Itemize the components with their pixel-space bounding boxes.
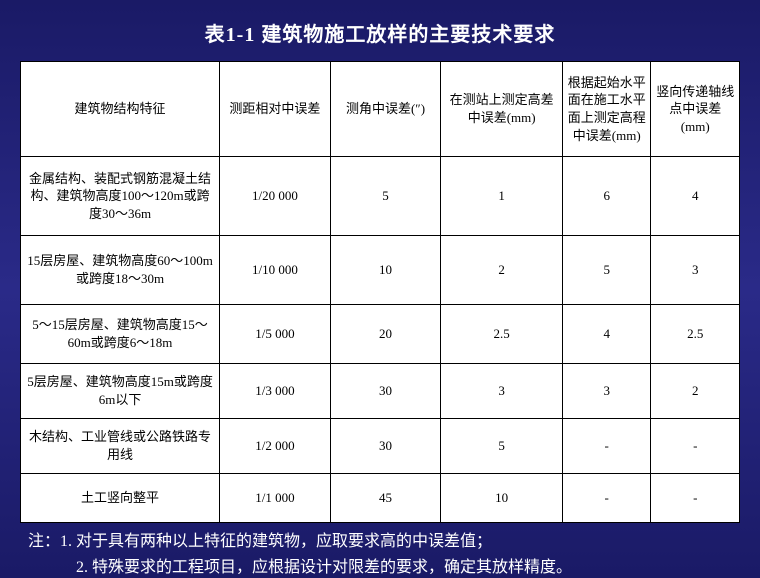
requirements-table: 建筑物结构特征 测距相对中误差 测角中误差(″) 在测站上测定高差中误差(mm)… <box>20 61 740 523</box>
cell: 1 <box>441 157 563 236</box>
cell: 1/1 000 <box>220 474 331 523</box>
col-header: 在测站上测定高差中误差(mm) <box>441 62 563 157</box>
col-header: 竖向传递轴线点中误差(mm) <box>651 62 740 157</box>
table-row: 5～15层房屋、建筑物高度15～60m或跨度6～18m 1/5 000 20 2… <box>21 305 740 364</box>
cell: 5 <box>330 157 441 236</box>
cell: 3 <box>651 236 740 305</box>
cell: 45 <box>330 474 441 523</box>
cell: - <box>562 474 650 523</box>
cell: 6 <box>562 157 650 236</box>
table-row: 金属结构、装配式钢筋混凝土结构、建筑物高度100～120m或跨度30～36m 1… <box>21 157 740 236</box>
table-row: 5层房屋、建筑物高度15m或跨度6m以下 1/3 000 30 3 3 2 <box>21 364 740 419</box>
cell: 4 <box>651 157 740 236</box>
cell: 1/10 000 <box>220 236 331 305</box>
cell: 2 <box>651 364 740 419</box>
note-prefix: 注： <box>28 533 60 550</box>
col-header: 建筑物结构特征 <box>21 62 220 157</box>
col-header: 根据起始水平面在施工水平面上测定高程中误差(mm) <box>562 62 650 157</box>
cell: 4 <box>562 305 650 364</box>
table-row: 15层房屋、建筑物高度60～100m或跨度18～30m 1/10 000 10 … <box>21 236 740 305</box>
cell: 30 <box>330 364 441 419</box>
cell: 5 <box>441 419 563 474</box>
cell: 5 <box>562 236 650 305</box>
cell: 3 <box>562 364 650 419</box>
table-header-row: 建筑物结构特征 测距相对中误差 测角中误差(″) 在测站上测定高差中误差(mm)… <box>21 62 740 157</box>
cell: - <box>562 419 650 474</box>
cell: 1/20 000 <box>220 157 331 236</box>
cell: 15层房屋、建筑物高度60～100m或跨度18～30m <box>21 236 220 305</box>
cell: 金属结构、装配式钢筋混凝土结构、建筑物高度100～120m或跨度30～36m <box>21 157 220 236</box>
cell: 2 <box>441 236 563 305</box>
cell: 5～15层房屋、建筑物高度15～60m或跨度6～18m <box>21 305 220 364</box>
col-header: 测距相对中误差 <box>220 62 331 157</box>
page-title: 表1-1 建筑物施工放样的主要技术要求 <box>0 0 760 61</box>
cell: - <box>651 474 740 523</box>
cell: 10 <box>330 236 441 305</box>
cell: 木结构、工业管线或公路铁路专用线 <box>21 419 220 474</box>
cell: 5层房屋、建筑物高度15m或跨度6m以下 <box>21 364 220 419</box>
cell: 2.5 <box>651 305 740 364</box>
cell: 1/3 000 <box>220 364 331 419</box>
note-line-2: 2. 特殊要求的工程项目，应根据设计对限差的要求，确定其放样精度。 <box>28 555 732 578</box>
cell: 1/2 000 <box>220 419 331 474</box>
cell: 10 <box>441 474 563 523</box>
table-row: 土工竖向整平 1/1 000 45 10 - - <box>21 474 740 523</box>
note-line-1: 注：1. 对于具有两种以上特征的建筑物，应取要求高的中误差值； <box>28 529 732 555</box>
col-header: 测角中误差(″) <box>330 62 441 157</box>
cell: 20 <box>330 305 441 364</box>
cell: 30 <box>330 419 441 474</box>
note-text: 1. 对于具有两种以上特征的建筑物，应取要求高的中误差值； <box>60 533 492 550</box>
cell: - <box>651 419 740 474</box>
cell: 3 <box>441 364 563 419</box>
table-notes: 注：1. 对于具有两种以上特征的建筑物，应取要求高的中误差值； 2. 特殊要求的… <box>28 529 732 578</box>
cell: 1/5 000 <box>220 305 331 364</box>
requirements-table-wrap: 建筑物结构特征 测距相对中误差 测角中误差(″) 在测站上测定高差中误差(mm)… <box>20 61 740 523</box>
table-row: 木结构、工业管线或公路铁路专用线 1/2 000 30 5 - - <box>21 419 740 474</box>
cell: 土工竖向整平 <box>21 474 220 523</box>
cell: 2.5 <box>441 305 563 364</box>
